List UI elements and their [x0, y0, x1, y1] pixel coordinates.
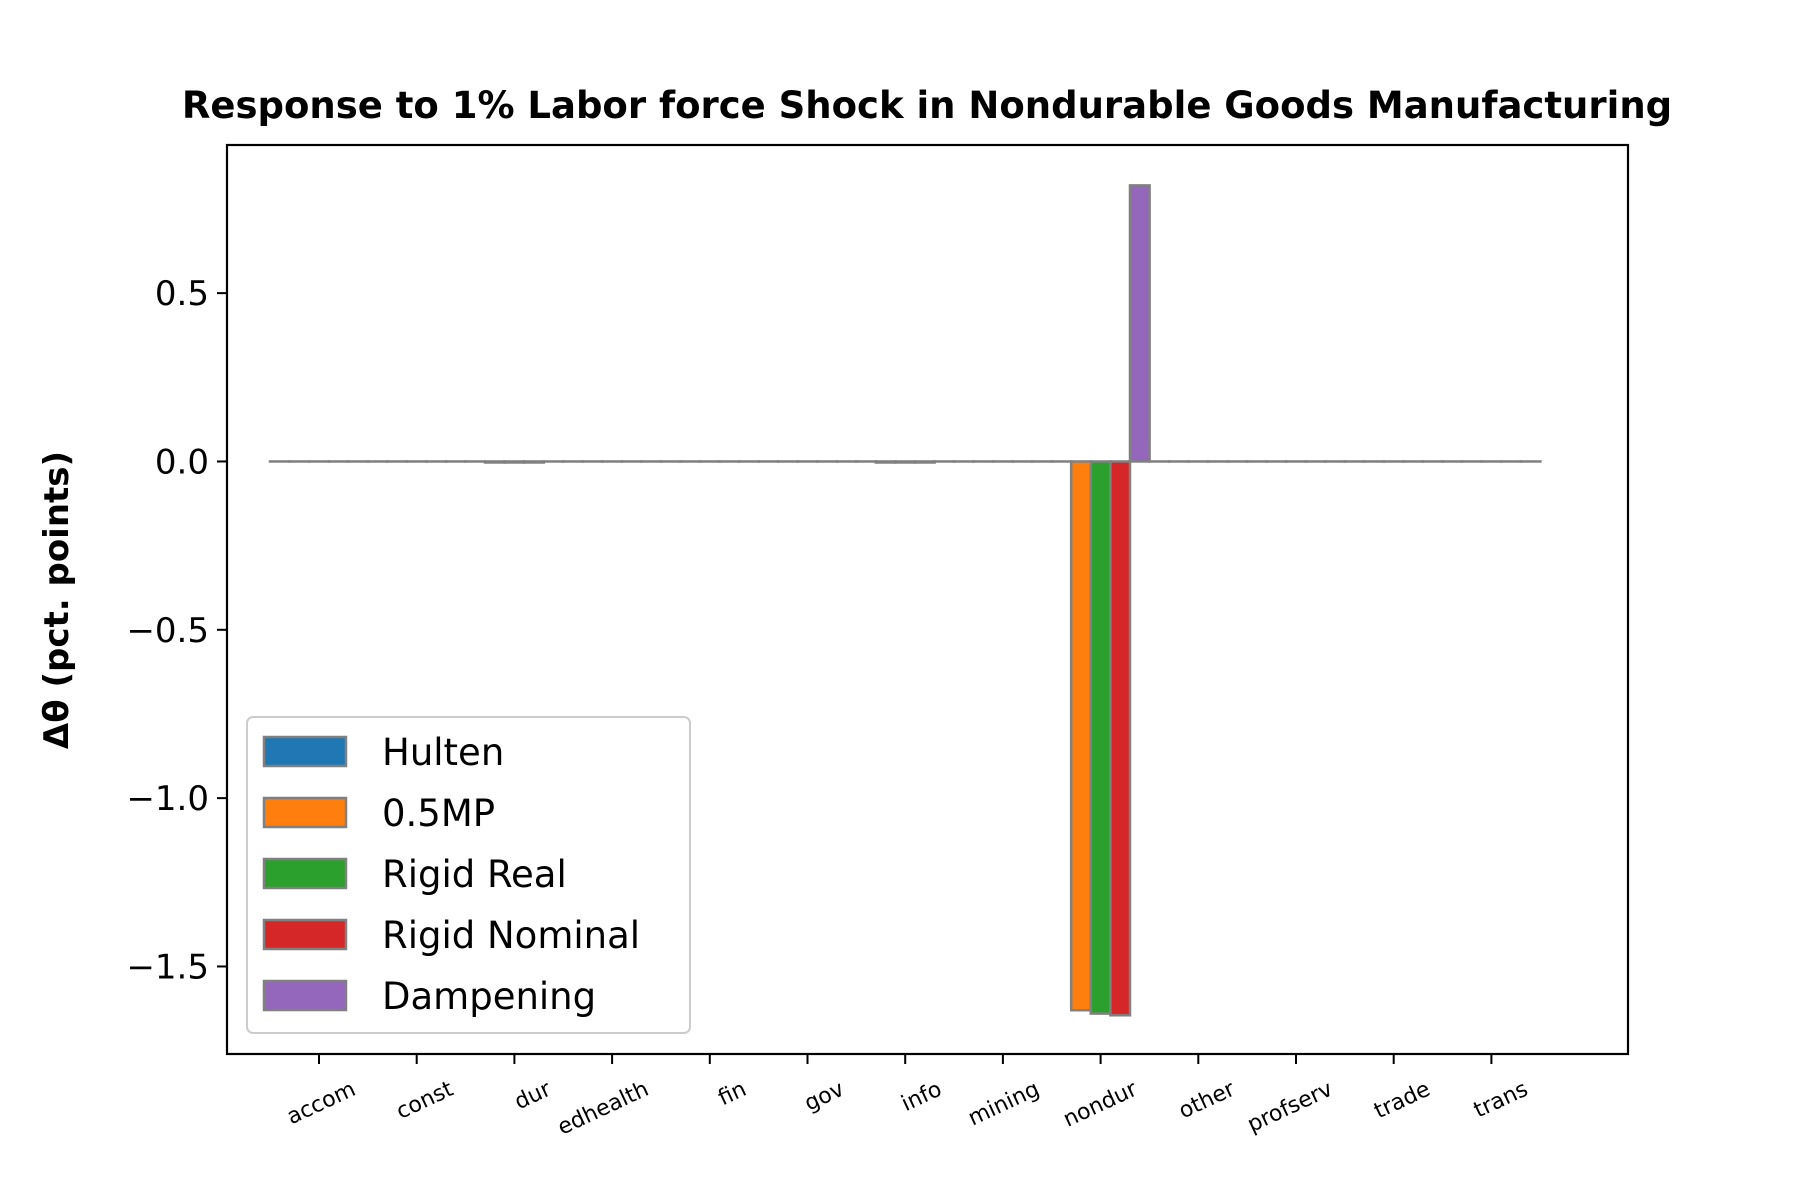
bars-group — [268, 184, 1542, 1017]
bar-rigid-real-dur — [503, 460, 526, 464]
y-tick-label: −0.5 — [126, 611, 209, 651]
bar-rigid-nominal-nondur — [1109, 460, 1132, 1017]
x-tick-label: accom — [283, 1077, 359, 1130]
bar-rigid-real-nondur — [1089, 460, 1112, 1015]
chart-title: Response to 1% Labor force Shock in Nond… — [182, 84, 1672, 127]
legend-swatch — [262, 857, 348, 890]
x-tick-label: fin — [715, 1077, 751, 1111]
y-tick-label: −1.5 — [126, 947, 209, 987]
plot-frame — [225, 143, 1630, 1056]
legend-box — [246, 716, 691, 1034]
x-tick-label: trans — [1470, 1077, 1532, 1124]
x-tick-label: dur — [511, 1076, 556, 1115]
x-tick-label: gov — [801, 1077, 848, 1117]
legend-label: Dampening — [382, 975, 596, 1018]
bar-0-5mp-dur — [483, 460, 506, 464]
legend-label: Rigid Nominal — [382, 914, 640, 957]
legend-label: Rigid Real — [382, 853, 567, 896]
y-tick-label: 0.0 — [155, 442, 209, 482]
x-tick-label: mining — [964, 1077, 1043, 1132]
y-axis-label: Δθ (pct. points) — [37, 451, 77, 749]
legend-swatch — [262, 979, 348, 1012]
legend: Hulten 0.5MP Rigid Real Rigid Nominal Dampen… — [246, 716, 691, 1034]
bar-rigid-real-info — [894, 460, 917, 464]
bar-0-5mp-nondur — [1069, 460, 1093, 1012]
legend-swatch — [262, 918, 348, 951]
legend-label: Hulten — [382, 731, 504, 774]
legend-label: 0.5MP — [382, 792, 495, 835]
y-tick-label: −1.0 — [126, 779, 209, 819]
x-tick-label: info — [898, 1077, 946, 1117]
x-tick-label: nondur — [1060, 1076, 1142, 1132]
bar-0-5mp-info — [874, 460, 897, 464]
x-tick-label: other — [1175, 1076, 1240, 1124]
x-tick-label: const — [393, 1077, 458, 1125]
x-tick-label: profserv — [1244, 1077, 1337, 1138]
legend-swatch — [262, 796, 348, 829]
x-tick-label: trade — [1371, 1077, 1435, 1124]
bar-rigid-nominal-dur — [522, 460, 546, 464]
legend-swatch — [262, 735, 348, 768]
bar-rigid-nominal-info — [913, 460, 936, 464]
x-tick-label: edhealth — [554, 1077, 653, 1141]
y-tick-label: 0.5 — [155, 274, 209, 314]
bar-dampening-nondur — [1128, 184, 1151, 463]
